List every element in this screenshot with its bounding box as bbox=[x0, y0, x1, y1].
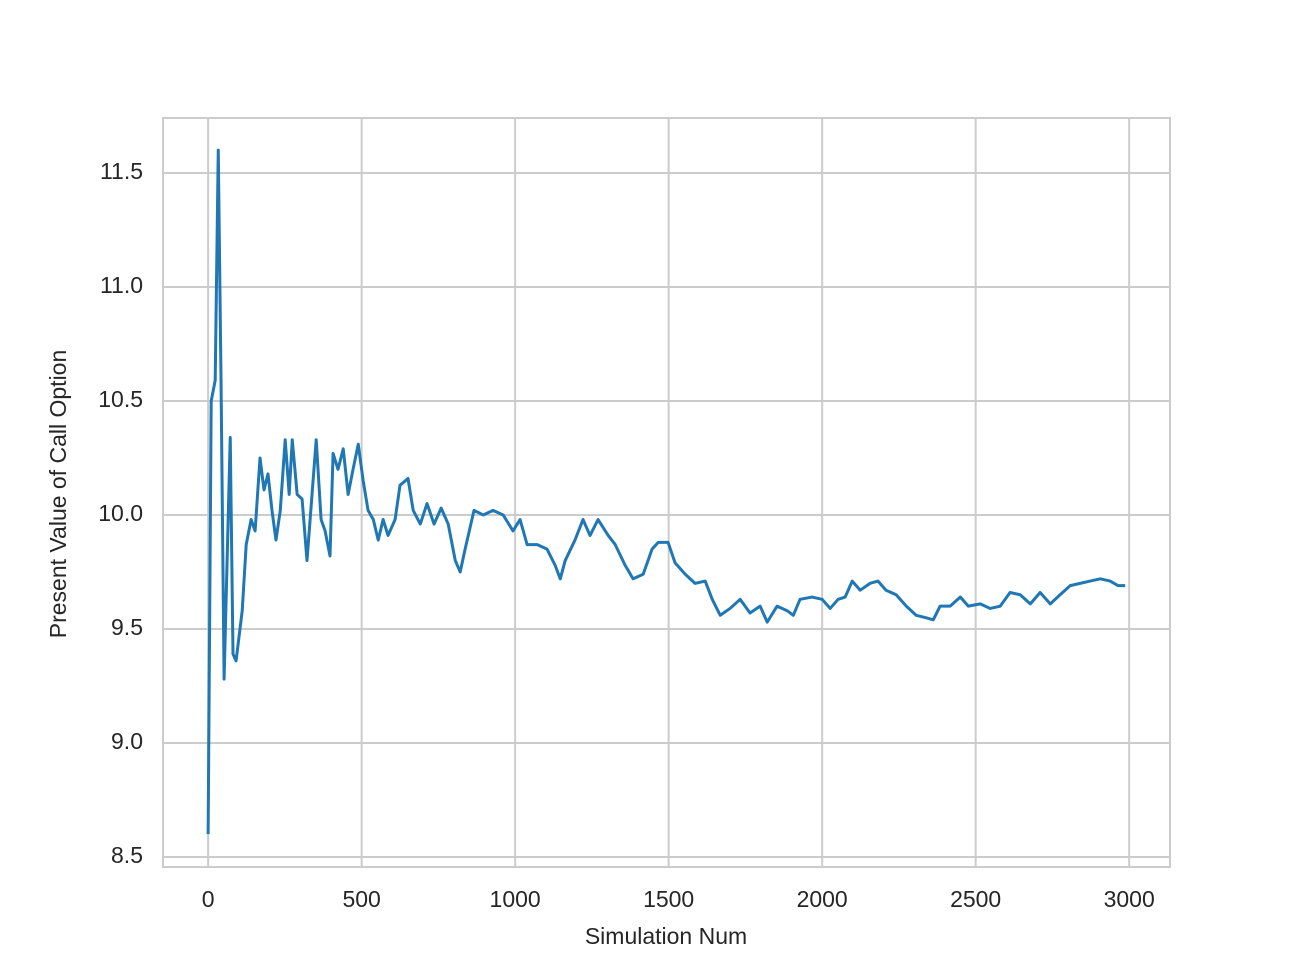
y-tick-label: 11.0 bbox=[100, 272, 143, 298]
y-tick-label: 9.5 bbox=[111, 614, 143, 640]
x-tick-label: 2500 bbox=[950, 886, 1001, 912]
y-tick-label: 10.5 bbox=[98, 386, 143, 412]
x-tick-label: 1000 bbox=[490, 886, 541, 912]
x-axis-label: Simulation Num bbox=[585, 923, 747, 949]
x-tick-label: 2000 bbox=[797, 886, 848, 912]
y-axis-label: Present Value of Call Option bbox=[45, 350, 71, 639]
y-tick-label: 11.5 bbox=[100, 158, 143, 184]
y-tick-label: 9.0 bbox=[111, 728, 143, 754]
x-tick-label: 1500 bbox=[643, 886, 694, 912]
y-tick-label: 8.5 bbox=[111, 842, 143, 868]
line bbox=[206, 148, 1126, 835]
x-tick-label: 0 bbox=[202, 886, 215, 912]
x-tick-label: 3000 bbox=[1104, 886, 1155, 912]
y-tick-label: 10.0 bbox=[98, 500, 143, 526]
x-tick-label: 500 bbox=[342, 886, 380, 912]
plot-area bbox=[162, 117, 1171, 868]
